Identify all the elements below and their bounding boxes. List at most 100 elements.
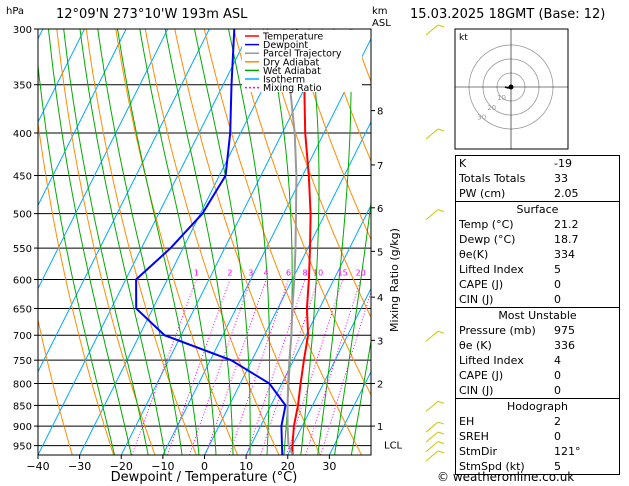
table-row: CAPE (J) 0 bbox=[459, 278, 561, 291]
table-row: SREH 0 bbox=[459, 430, 561, 443]
km-tick-label: 3 bbox=[377, 336, 383, 347]
mixing-ratio-axis-title: Mixing Ratio (g/kg) bbox=[388, 228, 401, 332]
wind-barb bbox=[425, 330, 439, 342]
wind-barb bbox=[425, 209, 439, 221]
pressure-tick-label: 900 bbox=[13, 422, 32, 433]
isotherm bbox=[328, 370, 371, 455]
isotherm bbox=[79, 29, 294, 455]
km-tick-label: 6 bbox=[377, 204, 383, 215]
legend-entry: Isotherm bbox=[263, 75, 305, 86]
hodograph-ring-label: 30 bbox=[477, 114, 486, 122]
table-row: Totals Totals 33 bbox=[459, 172, 568, 185]
pressure-tick-label: 400 bbox=[13, 129, 32, 140]
wind-barb bbox=[425, 401, 439, 412]
isotherm bbox=[120, 29, 335, 455]
dry-adiabat bbox=[262, 29, 371, 319]
wind-barb bbox=[425, 431, 439, 443]
isotherm bbox=[38, 29, 127, 207]
hodograph-stats-table: EH 2 SREH 0 StmDir 121° StmSpd (kt) 5 bbox=[456, 414, 619, 474]
dry-adiabat bbox=[292, 29, 371, 241]
table-row: θe(K) 334 bbox=[459, 248, 575, 261]
wind-barb bbox=[425, 450, 439, 462]
table-row: StmDir 121° bbox=[459, 445, 581, 458]
mixing-ratio-label: 8 bbox=[302, 269, 307, 278]
diagram-grid: 1 2 3 4 6 8 10 15 20 25 bbox=[38, 29, 380, 455]
hodograph-unit-label: kt bbox=[459, 33, 468, 43]
table-row: CIN (J) 0 bbox=[459, 293, 561, 306]
km-tick-label: 1 bbox=[377, 422, 383, 433]
mixing-ratio-line bbox=[166, 279, 231, 455]
dry-adiabat bbox=[321, 29, 371, 163]
dry-adiabat bbox=[56, 29, 156, 455]
wind-barb-flag bbox=[437, 128, 445, 132]
pressure-tick-label: 750 bbox=[13, 356, 32, 367]
km-tick-label: 4 bbox=[377, 293, 383, 304]
surface-title: Surface bbox=[456, 201, 619, 217]
temperature-tick-label: 10 bbox=[239, 460, 253, 473]
legend-entry: Dewpoint bbox=[263, 40, 308, 51]
hodograph-ring-label: 10 bbox=[497, 94, 506, 102]
km-label: km bbox=[372, 6, 388, 17]
mixing-ratio-label: 4 bbox=[264, 269, 269, 278]
mixing-ratio-line bbox=[260, 279, 319, 455]
pressure-tick-label: 550 bbox=[13, 244, 32, 255]
pressure-tick-label: 950 bbox=[13, 442, 32, 453]
x-axis-title: Dewpoint / Temperature (°C) bbox=[111, 470, 298, 485]
hpa-label: hPa bbox=[6, 6, 24, 17]
most-unstable-title: Most Unstable bbox=[456, 307, 619, 323]
surface-table: Temp (°C) 21.2 Dewp (°C) 18.7 θe(K) 334 Lif… bbox=[456, 217, 619, 307]
hodograph-center-dot bbox=[508, 84, 514, 90]
temperature-tick-label: −20 bbox=[110, 460, 133, 473]
wet-adiabat bbox=[79, 29, 166, 455]
table-row: EH 2 bbox=[459, 415, 561, 428]
wet-adiabat bbox=[300, 29, 320, 455]
wind-barb bbox=[425, 421, 439, 433]
series-line bbox=[283, 29, 298, 455]
dry-adiabat bbox=[85, 29, 197, 455]
table-row: Dewp (°C) 18.7 bbox=[459, 233, 579, 246]
legend-entry: Mixing Ratio bbox=[263, 83, 322, 94]
isotherm bbox=[38, 29, 85, 124]
wind-barb-flag bbox=[437, 431, 445, 435]
legend-entry: Temperature bbox=[262, 32, 323, 43]
wind-barbs bbox=[425, 24, 445, 462]
mixing-ratio-label: 6 bbox=[286, 269, 291, 278]
wind-barb-flag bbox=[437, 441, 445, 445]
table-row: CAPE (J) 0 bbox=[459, 369, 561, 382]
mixing-ratio-line bbox=[205, 279, 267, 455]
table-row: StmSpd (kt) 5 bbox=[459, 460, 561, 473]
wet-adiabat bbox=[48, 29, 132, 455]
mixing-ratio-label: 10 bbox=[313, 269, 323, 278]
pressure-tick-label: 450 bbox=[13, 172, 32, 183]
datetime-header: 15.03.2025 18GMT (Base: 12) bbox=[410, 7, 606, 22]
wet-adiabat bbox=[38, 61, 116, 455]
table-row: Pressure (mb) 975 bbox=[459, 324, 575, 337]
isotherm bbox=[245, 204, 371, 455]
isotherm bbox=[38, 29, 210, 373]
temperature-tick-label: −40 bbox=[26, 460, 49, 473]
dry-adiabat bbox=[203, 29, 363, 455]
credit-text: © weatheronline.co.uk bbox=[437, 470, 575, 484]
dry-adiabat bbox=[38, 119, 115, 455]
mixing-ratio-label: 3 bbox=[248, 269, 253, 278]
wind-barb-flag bbox=[437, 400, 445, 404]
km-tick-label: 7 bbox=[377, 161, 383, 172]
temperature-tick-label: 30 bbox=[322, 460, 336, 473]
table-row: θe (K) 336 bbox=[459, 339, 575, 352]
isotherm bbox=[38, 29, 169, 290]
wet-adiabat bbox=[97, 29, 183, 455]
mixing-ratio-label: 25 bbox=[370, 269, 380, 278]
mixing-ratio-label: 2 bbox=[227, 269, 232, 278]
location-header: 12°09'N 273°10'W 193m ASL bbox=[56, 7, 248, 22]
dry-adiabat bbox=[38, 317, 73, 455]
mixing-ratio-label: 20 bbox=[356, 269, 366, 278]
pressure-tick-label: 650 bbox=[13, 304, 32, 315]
pressure-tick-label: 500 bbox=[13, 210, 32, 221]
isotherm bbox=[38, 29, 252, 455]
wind-barb-flag bbox=[437, 421, 445, 425]
wet-adiabat bbox=[317, 29, 352, 455]
asl-label: ASL bbox=[372, 18, 391, 29]
temperature-tick-label: −30 bbox=[68, 460, 91, 473]
